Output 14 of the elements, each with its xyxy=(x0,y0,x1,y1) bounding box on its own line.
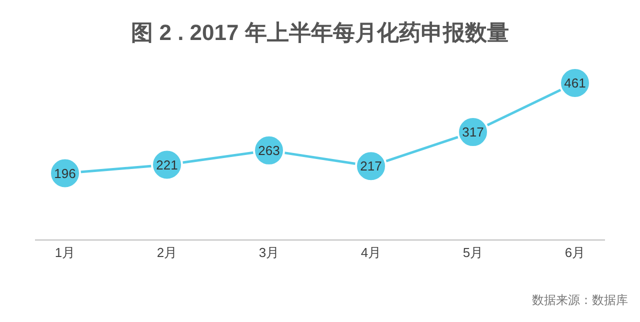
data-label: 217 xyxy=(360,158,382,174)
data-label: 221 xyxy=(156,157,178,172)
data-label: 461 xyxy=(564,76,586,91)
data-label: 196 xyxy=(54,166,76,181)
x-tick-label: 2月 xyxy=(156,245,178,260)
data-label: 317 xyxy=(462,124,484,140)
x-tick-label: 1月 xyxy=(54,245,76,260)
x-tick-label: 6月 xyxy=(564,245,586,260)
x-tick-label: 4月 xyxy=(360,245,382,260)
data-label: 263 xyxy=(258,143,280,158)
source-note: 数据来源：数据库 xyxy=(532,292,628,309)
chart-title: 图 2 . 2017 年上半年每月化药申报数量 xyxy=(130,19,510,47)
x-tick-label: 5月 xyxy=(462,245,484,260)
x-tick-label: 3月 xyxy=(258,245,280,260)
